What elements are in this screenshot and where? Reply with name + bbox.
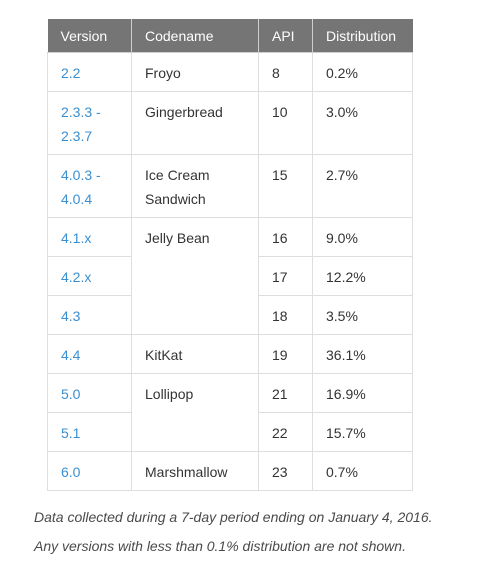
distribution-cell: 36.1% [312,334,413,374]
api-cell: 18 [258,295,313,335]
codename-cell: KitKat [131,334,259,374]
version-cell[interactable]: 4.1.x [47,217,132,257]
codename-cell: Marshmallow [131,451,259,491]
table-row: 4.0.3 - 4.0.4 Ice Cream Sandwich 15 2.7% [47,154,413,218]
header-version: Version [47,19,132,53]
api-cell: 21 [258,373,313,413]
distribution-cell: 0.7% [312,451,413,491]
header-api: API [258,19,313,53]
distribution-cell: 15.7% [312,412,413,452]
version-cell[interactable]: 2.2 [47,52,132,92]
table-row: 4.1.x Jelly Bean 16 9.0% [47,217,413,335]
codename-cell: Lollipop [131,373,259,452]
distribution-cell: 2.7% [312,154,413,218]
version-cell[interactable]: 4.2.x [47,256,132,296]
api-cell: 15 [258,154,313,218]
version-cell[interactable]: 5.0 [47,373,132,413]
api-cell: 8 [258,52,313,92]
api-cell: 10 [258,91,313,155]
api-cell: 17 [258,256,313,296]
distribution-cell: 16.9% [312,373,413,413]
table-row: 6.0 Marshmallow 23 0.7% [47,451,413,491]
api-cell: 19 [258,334,313,374]
version-cell[interactable]: 4.3 [47,295,132,335]
version-cell[interactable]: 4.4 [47,334,132,374]
version-cell[interactable]: 6.0 [47,451,132,491]
codename-cell: Jelly Bean [131,217,259,335]
header-distribution: Distribution [312,19,413,53]
header-codename: Codename [131,19,259,53]
android-distribution-table: Version Codename API Distribution 2.2 Fr… [47,19,413,491]
api-cell: 23 [258,451,313,491]
version-cell[interactable]: 5.1 [47,412,132,452]
table-header-row: Version Codename API Distribution [47,19,413,53]
footnote: Data collected during a 7-day period end… [34,503,474,561]
version-cell[interactable]: 2.3.3 - 2.3.7 [47,91,132,155]
version-cell[interactable]: 4.0.3 - 4.0.4 [47,154,132,218]
distribution-cell: 12.2% [312,256,413,296]
footnote-line-1: Data collected during a 7-day period end… [34,509,433,525]
table-row: 4.3 18 3.5% [47,295,413,335]
api-cell: 16 [258,217,313,257]
table-row: 4.2.x 17 12.2% [47,256,413,296]
footnote-line-2: Any versions with less than 0.1% distrib… [34,538,406,554]
table-row: 2.3.3 - 2.3.7 Gingerbread 10 3.0% [47,91,413,155]
table-row: 5.0 Lollipop 21 16.9% [47,373,413,452]
distribution-cell: 3.5% [312,295,413,335]
table-row: 4.4 KitKat 19 36.1% [47,334,413,374]
codename-cell: Gingerbread [131,91,259,155]
distribution-cell: 3.0% [312,91,413,155]
distribution-cell: 9.0% [312,217,413,257]
table-row: 2.2 Froyo 8 0.2% [47,52,413,92]
table-row: 5.1 22 15.7% [47,412,413,452]
distribution-cell: 0.2% [312,52,413,92]
codename-cell: Ice Cream Sandwich [131,154,259,218]
api-cell: 22 [258,412,313,452]
codename-cell: Froyo [131,52,259,92]
distribution-table-container: Version Codename API Distribution 2.2 Fr… [47,19,413,491]
